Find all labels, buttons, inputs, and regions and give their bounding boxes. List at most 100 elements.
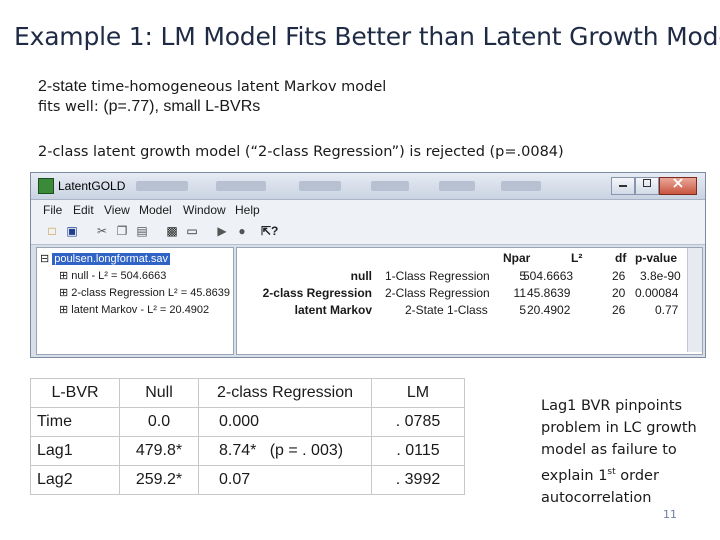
- restore-button[interactable]: [635, 177, 659, 195]
- bvr-cell-lm: . 3992: [371, 465, 465, 495]
- subtitle-line-1: 2-state time-homogeneous latent Markov m…: [38, 78, 386, 96]
- bvr-cell-2class: 8.74* (p = . 003): [198, 436, 372, 466]
- bvr-cell-null: 259.2*: [119, 465, 199, 495]
- header-p-value: p-value: [635, 251, 678, 265]
- paste-icon[interactable]: ▤: [136, 224, 148, 238]
- table-row: Lag1 479.8* 8.74* (p = . 003) . 0115: [30, 436, 465, 466]
- row-p-value: 0.77: [655, 303, 679, 317]
- row-group-label: 2-class Regression: [262, 286, 372, 300]
- row-model-name: 2-State 1-Class: [405, 303, 488, 317]
- blurred-title-segment: [439, 181, 475, 191]
- cut-icon[interactable]: ✂: [96, 224, 108, 238]
- restore-icon: [643, 179, 651, 187]
- bvr-row-label: Time: [30, 407, 120, 437]
- blurred-title-segment: [216, 181, 266, 191]
- bvr-row-label: Lag2: [30, 465, 120, 495]
- tree-item[interactable]: ⊞ 2-class Regression L² = 45.8639: [59, 287, 230, 299]
- print-icon[interactable]: ▩: [166, 224, 178, 238]
- row-df: 20: [612, 286, 626, 300]
- row-model-name: 1-Class Regression: [385, 269, 490, 283]
- bvr-header-row: L-BVR Null 2-class Regression LM: [30, 378, 465, 408]
- row-npar: 5: [519, 303, 526, 317]
- toolbar: □ ▣ ✂ ❐ ▤ ▩ ▭ ▶ ● ⇱?: [31, 220, 705, 245]
- row-p-value: 3.8e-90: [640, 269, 681, 283]
- subtitle-line-3: 2-class latent growth model (“2-class Re…: [38, 144, 564, 160]
- subtitle-line-2: fits well: (p=.77), small L-BVRs: [38, 98, 260, 116]
- bvr-header-cell: LM: [371, 378, 465, 408]
- blurred-title-segment: [136, 181, 188, 191]
- model-tree: ⊟ poulsen.longformat.sav ⊞ null - L² = 5…: [36, 247, 234, 355]
- latentgold-app-icon: [38, 178, 54, 194]
- tree-item-2-class-regression[interactable]: 2-class Regression L² = 45.8639: [71, 287, 230, 299]
- results-scrollbar[interactable]: [687, 248, 702, 352]
- table-row: Time 0.0 0.000 . 0785: [30, 407, 465, 437]
- row-npar: 11: [513, 286, 526, 300]
- menu-bar: File Edit View Model Window Help: [31, 200, 705, 220]
- close-icon: [673, 178, 683, 188]
- window-titlebar[interactable]: LatentGOLD: [31, 173, 705, 200]
- subtitle-line-1-rest: time-homogeneous latent Markov model: [91, 79, 387, 95]
- subtitle-line-2-rest: (p=.77), small L-BVRs: [103, 98, 261, 115]
- bvr-table: L-BVR Null 2-class Regression LM Time 0.…: [30, 378, 465, 495]
- bvr-cell-lm: . 0115: [371, 436, 465, 466]
- row-group-label: null: [350, 269, 372, 283]
- bvr-cell-lm: . 0785: [371, 407, 465, 437]
- window-title: LatentGOLD: [58, 179, 126, 193]
- side-note: Lag1 BVR pinpoints problem in LC growth …: [541, 395, 711, 509]
- row-p-value: 0.00084: [635, 286, 679, 300]
- open-folder-icon[interactable]: □: [48, 224, 56, 238]
- tree-root[interactable]: ⊟ poulsen.longformat.sav: [40, 253, 171, 265]
- page-number: 11: [663, 508, 677, 521]
- row-l2: 20.4902: [527, 303, 571, 317]
- row-group-label: latent Markov: [294, 303, 372, 317]
- minimize-icon: [619, 185, 627, 187]
- stop-icon[interactable]: ●: [238, 224, 246, 238]
- close-button[interactable]: [659, 177, 697, 195]
- side-note-text-end: order autocorrelation: [541, 467, 659, 506]
- latentgold-window: LatentGOLD File Edit View Model Window H…: [30, 172, 706, 358]
- row-df: 26: [612, 269, 626, 283]
- slide-title: Example 1: LM Model Fits Better than Lat…: [14, 22, 720, 51]
- tree-root-label[interactable]: poulsen.longformat.sav: [52, 253, 171, 265]
- preview-icon[interactable]: ▭: [186, 224, 198, 238]
- bvr-row-label: Lag1: [30, 436, 120, 466]
- bvr-header-cell: Null: [119, 378, 199, 408]
- menu-file[interactable]: File: [43, 203, 63, 217]
- tree-item[interactable]: ⊞ latent Markov - L² = 20.4902: [59, 304, 210, 316]
- row-l2: 504.6663: [523, 269, 574, 283]
- bvr-cell-2class: 0.000: [198, 407, 372, 437]
- tree-item-null[interactable]: null - L² = 504.6663: [71, 270, 167, 282]
- blurred-title-segment: [371, 181, 409, 191]
- menu-help[interactable]: Help: [235, 203, 260, 217]
- save-icon[interactable]: ▣: [66, 224, 78, 238]
- menu-edit[interactable]: Edit: [73, 203, 94, 217]
- menu-window[interactable]: Window: [183, 203, 226, 217]
- blurred-title-segment: [501, 181, 541, 191]
- row-model-name: 2-Class Regression: [385, 286, 490, 300]
- bvr-cell-2class: 0.07: [198, 465, 372, 495]
- copy-icon[interactable]: ❐: [116, 224, 128, 238]
- subtitle-line-1-lead: 2-state: [38, 78, 92, 95]
- tree-item-latent-markov[interactable]: latent Markov - L² = 20.4902: [71, 304, 210, 316]
- header-l2: L²: [571, 251, 583, 265]
- bvr-header-cell: L-BVR: [30, 378, 120, 408]
- side-note-superscript: st: [607, 467, 616, 477]
- model-results-table: Npar L² df p-value null 1-Class Regressi…: [236, 247, 703, 355]
- play-icon[interactable]: ▶: [217, 224, 227, 238]
- bvr-header-cell: 2-class Regression: [198, 378, 372, 408]
- bvr-cell-null: 0.0: [119, 407, 199, 437]
- row-npar: 5: [519, 269, 526, 283]
- tree-item[interactable]: ⊞ null - L² = 504.6663: [59, 270, 167, 282]
- header-npar: Npar: [503, 251, 531, 265]
- menu-view[interactable]: View: [104, 203, 130, 217]
- menu-model[interactable]: Model: [139, 203, 172, 217]
- context-help-icon[interactable]: ⇱?: [261, 224, 279, 238]
- row-df: 26: [612, 303, 626, 317]
- side-note-text: Lag1 BVR pinpoints problem in LC growth …: [541, 398, 697, 484]
- bvr-cell-null: 479.8*: [119, 436, 199, 466]
- blurred-title-segment: [299, 181, 341, 191]
- minimize-button[interactable]: [611, 177, 635, 195]
- header-df: df: [615, 251, 627, 265]
- subtitle-line-2-lead: fits well:: [38, 99, 104, 115]
- table-row: Lag2 259.2* 0.07 . 3992: [30, 465, 465, 495]
